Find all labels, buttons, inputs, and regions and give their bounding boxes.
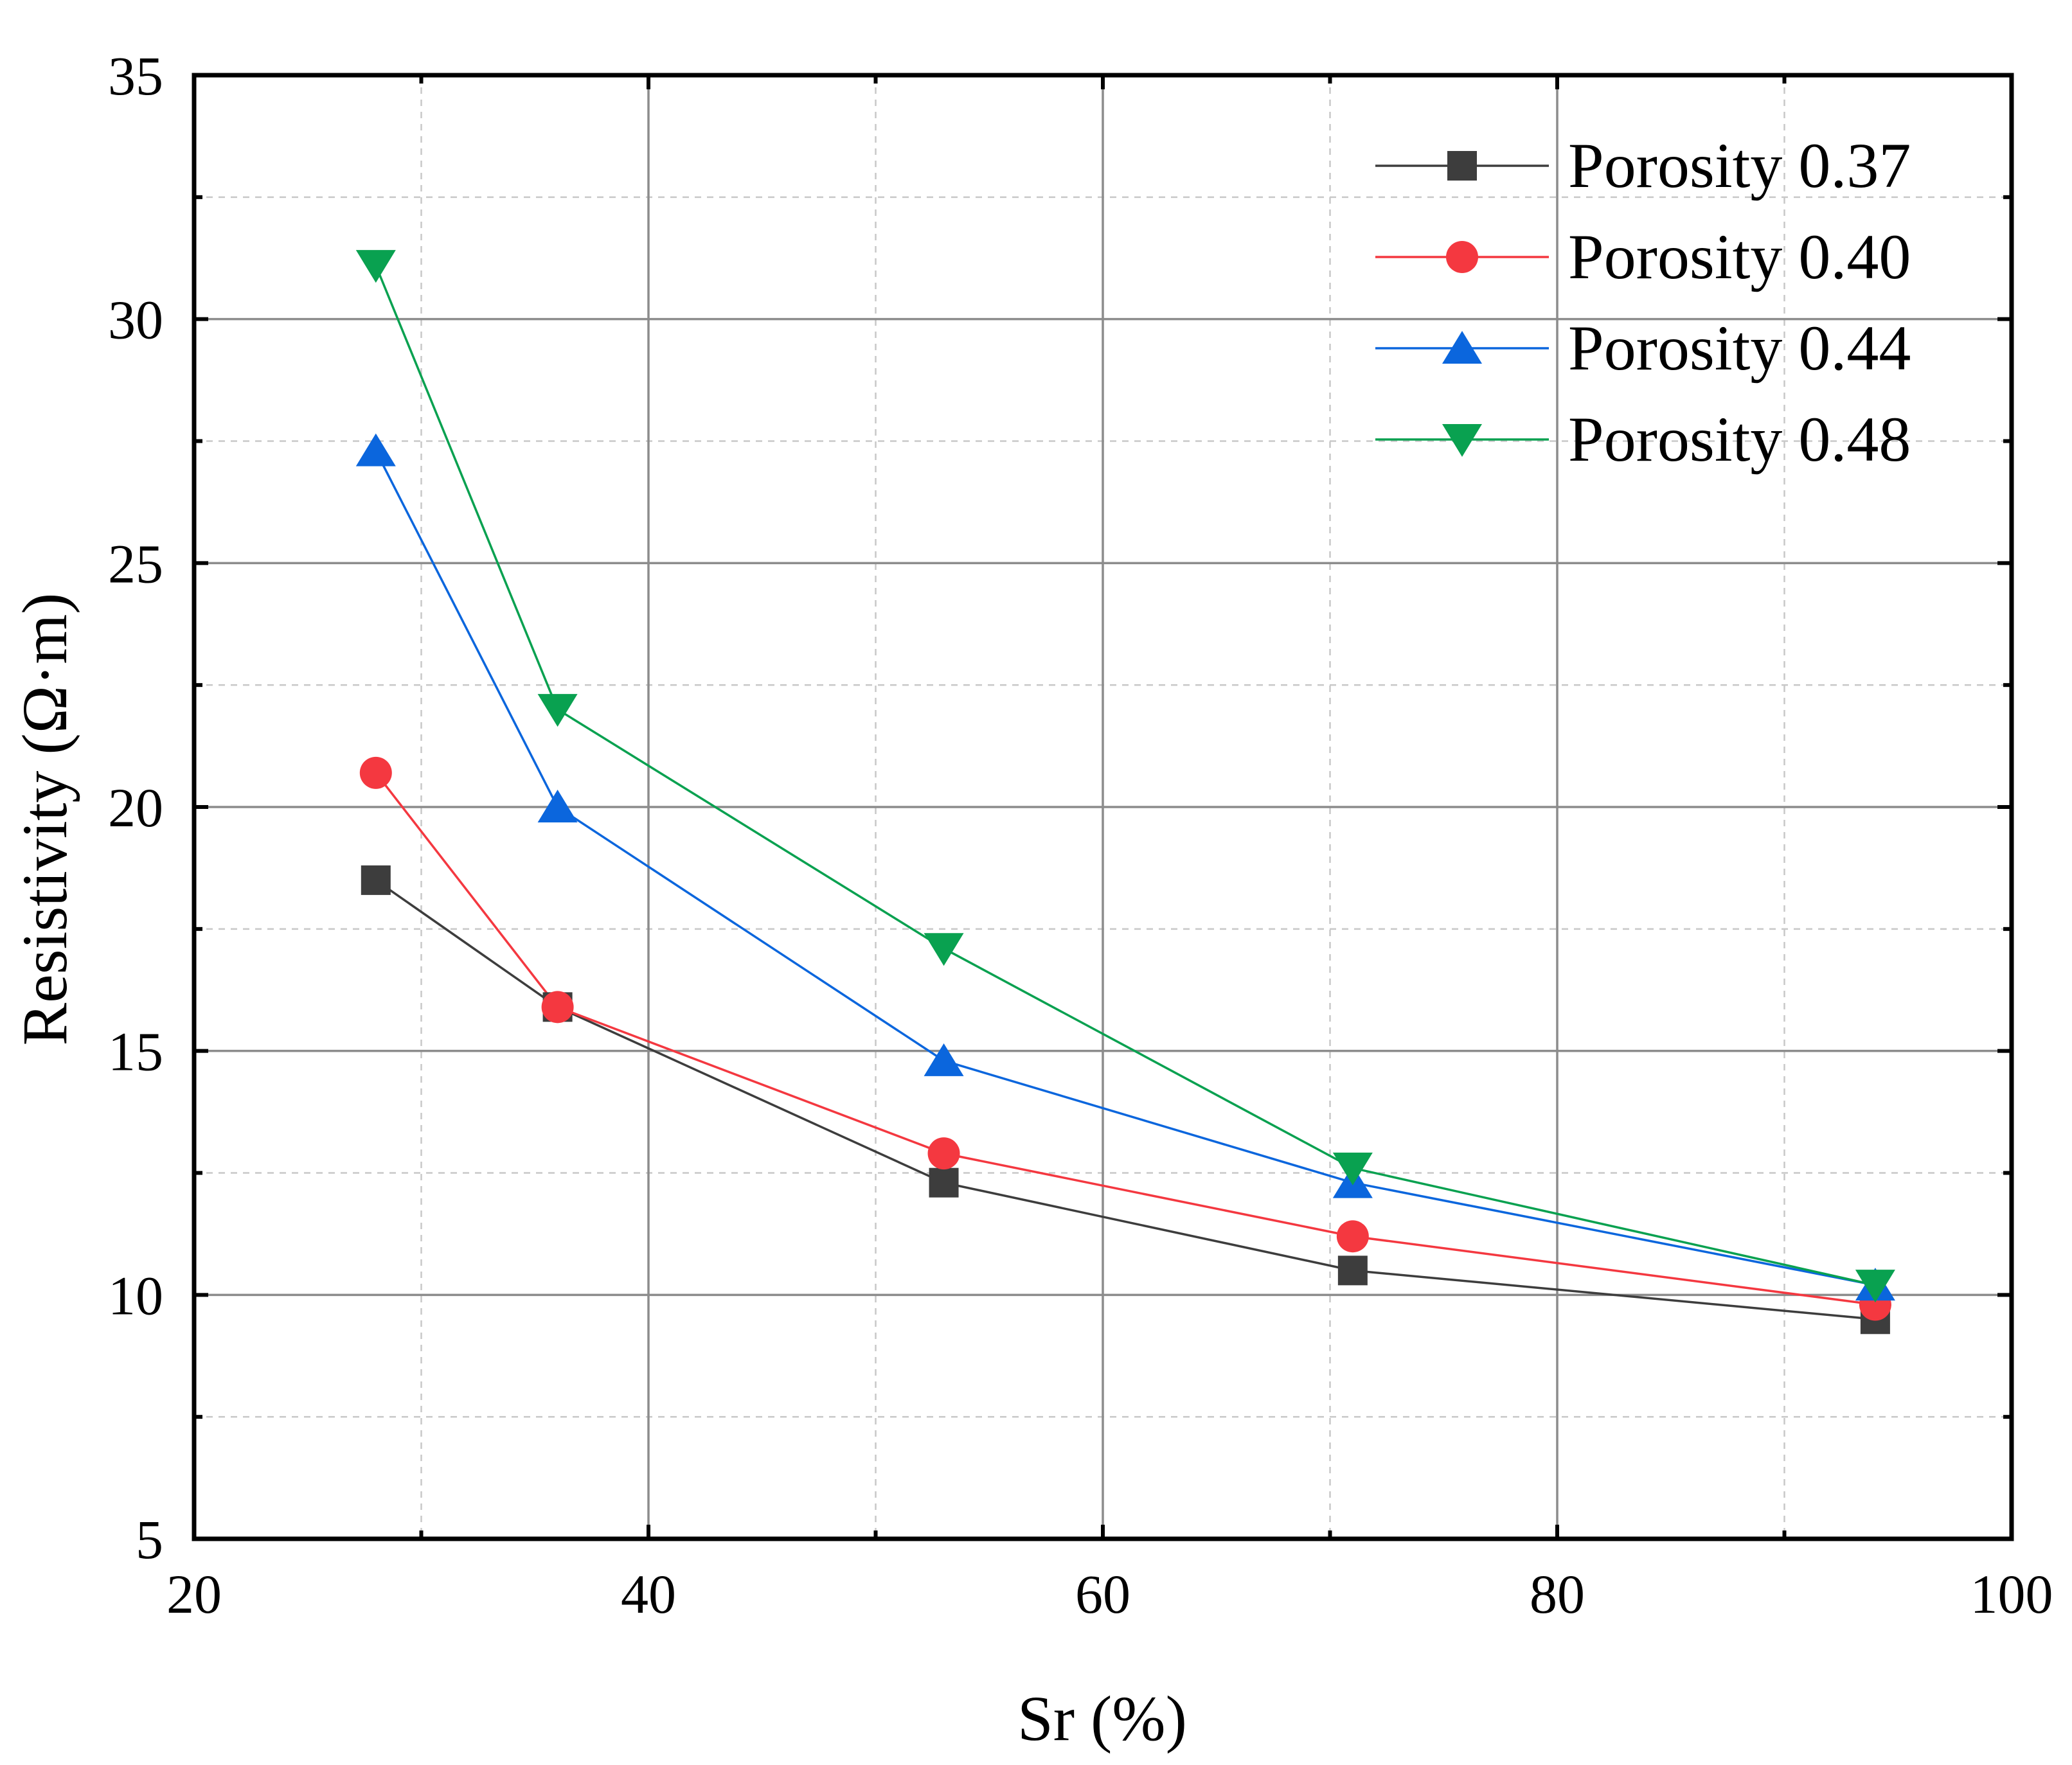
data-point-series-3 <box>1332 1152 1373 1185</box>
data-point-series-1 <box>927 1137 960 1170</box>
axis-ticks <box>192 73 2014 1541</box>
data-point-series-0 <box>361 865 391 895</box>
series-markers <box>355 250 1895 1335</box>
x-tick-label: 100 <box>1970 1563 2053 1625</box>
data-point-series-1 <box>1336 1220 1369 1253</box>
data-point-series-3 <box>1855 1270 1895 1303</box>
y-axis-title: Resistivity (Ω·m) <box>9 593 80 1046</box>
x-tick-label: 60 <box>1075 1563 1130 1625</box>
data-point-series-1 <box>541 991 574 1024</box>
data-point-series-3 <box>537 694 578 727</box>
legend-marker <box>1442 331 1482 364</box>
legend-label: Porosity 0.37 <box>1568 130 1911 201</box>
legend: Porosity 0.37 Porosity 0.40 Porosity 0.44 P… <box>1375 130 1911 475</box>
x-axis-tick-labels: 20 40 60 80 100 <box>166 1563 2053 1625</box>
x-tick-label: 20 <box>166 1563 222 1625</box>
y-tick-label: 15 <box>108 1021 163 1083</box>
data-point-series-1 <box>359 756 392 789</box>
y-tick-label: 5 <box>136 1509 163 1570</box>
legend-label: Porosity 0.44 <box>1568 312 1911 384</box>
y-tick-label: 10 <box>108 1264 163 1326</box>
legend-label: Porosity 0.40 <box>1568 221 1911 292</box>
legend-marker <box>1446 241 1478 273</box>
x-axis-title: Sr (%) <box>1017 1683 1187 1754</box>
y-tick-label: 35 <box>108 45 163 107</box>
y-tick-label: 30 <box>108 289 163 351</box>
legend-marker <box>1447 151 1477 181</box>
y-tick-label: 25 <box>108 533 163 594</box>
x-tick-label: 80 <box>1530 1563 1585 1625</box>
data-point-series-0 <box>929 1167 959 1198</box>
legend-marker <box>1442 424 1482 457</box>
y-axis-tick-labels: 5 10 15 20 25 30 35 <box>108 45 163 1570</box>
data-point-series-2 <box>924 1043 964 1076</box>
data-point-series-2 <box>537 790 578 822</box>
data-point-series-2 <box>355 433 396 466</box>
y-tick-label: 20 <box>108 777 163 838</box>
data-point-series-3 <box>355 250 396 283</box>
legend-label: Porosity 0.48 <box>1568 404 1911 475</box>
data-point-series-3 <box>924 933 964 966</box>
x-tick-label: 40 <box>621 1563 676 1625</box>
data-point-series-0 <box>1337 1255 1368 1286</box>
